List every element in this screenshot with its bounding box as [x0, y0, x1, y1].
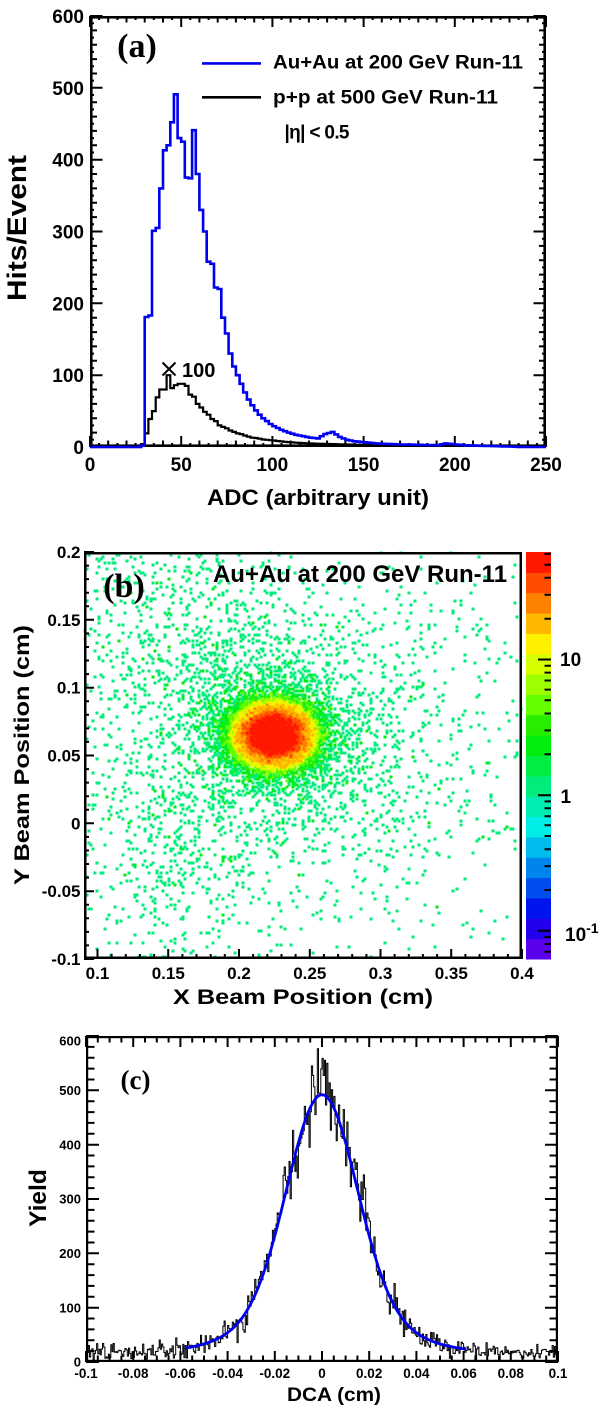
svg-text:Y Beam Position (cm): Y Beam Position (cm)	[10, 625, 34, 885]
svg-text:200: 200	[59, 1246, 81, 1261]
svg-text:0.02: 0.02	[356, 1366, 382, 1381]
svg-text:-0.06: -0.06	[165, 1366, 196, 1381]
svg-text:-0.05: -0.05	[42, 882, 81, 901]
svg-text:-0.02: -0.02	[259, 1366, 290, 1381]
svg-text:0: 0	[85, 455, 96, 476]
svg-text:1: 1	[561, 787, 572, 808]
svg-text:600: 600	[59, 1034, 81, 1049]
svg-text:DCA (cm): DCA (cm)	[287, 1384, 381, 1406]
svg-text:0.25: 0.25	[293, 964, 326, 983]
svg-text:|η| < 0.5: |η| < 0.5	[285, 123, 350, 144]
svg-text:-0.1: -0.1	[74, 1366, 98, 1381]
svg-text:0: 0	[73, 438, 84, 459]
svg-text:p+p at 500 GeV Run-11: p+p at 500 GeV Run-11	[273, 88, 498, 109]
svg-text:0.35: 0.35	[435, 964, 468, 983]
svg-text:400: 400	[52, 151, 84, 172]
svg-text:(a): (a)	[117, 28, 157, 65]
svg-text:0.1: 0.1	[549, 1366, 568, 1381]
svg-text:0.08: 0.08	[498, 1366, 525, 1381]
svg-text:0: 0	[318, 1366, 326, 1381]
svg-text:0.4: 0.4	[510, 964, 534, 983]
svg-text:600: 600	[52, 7, 84, 28]
svg-text:50: 50	[171, 455, 192, 476]
svg-text:0.2: 0.2	[227, 964, 251, 983]
svg-text:200: 200	[52, 294, 84, 315]
svg-text:100: 100	[182, 360, 215, 382]
svg-text:(b): (b)	[103, 568, 145, 605]
svg-text:Hits/Event: Hits/Event	[2, 155, 32, 301]
svg-text:400: 400	[59, 1137, 81, 1152]
svg-text:Au+Au at 200 GeV Run-11: Au+Au at 200 GeV Run-11	[273, 53, 523, 74]
svg-text:0.2: 0.2	[57, 543, 81, 562]
svg-text:(c): (c)	[121, 1065, 151, 1095]
svg-text:0.15: 0.15	[152, 964, 185, 983]
svg-text:500: 500	[59, 1083, 81, 1098]
svg-text:150: 150	[348, 455, 380, 476]
svg-text:-0.08: -0.08	[118, 1366, 149, 1381]
svg-text:0: 0	[74, 1355, 81, 1370]
svg-text:300: 300	[59, 1192, 81, 1207]
svg-text:100: 100	[257, 455, 289, 476]
svg-text:ADC (arbitrary unit): ADC (arbitrary unit)	[207, 485, 429, 510]
svg-text:250: 250	[530, 455, 562, 476]
svg-text:500: 500	[52, 79, 84, 100]
svg-text:200: 200	[439, 455, 471, 476]
svg-text:Au+Au at 200 GeV Run-11: Au+Au at 200 GeV Run-11	[213, 561, 507, 588]
svg-text:0.05: 0.05	[47, 747, 80, 766]
svg-text:0.3: 0.3	[369, 964, 393, 983]
svg-text:0.06: 0.06	[450, 1366, 477, 1381]
svg-text:0.15: 0.15	[47, 611, 80, 630]
svg-text:X Beam Position (cm): X Beam Position (cm)	[173, 985, 433, 1009]
svg-text:0.1: 0.1	[86, 964, 110, 983]
svg-text:0.1: 0.1	[57, 679, 81, 698]
svg-text:-0.04: -0.04	[212, 1366, 243, 1381]
svg-text:0: 0	[71, 814, 80, 833]
svg-text:-0.1: -0.1	[51, 950, 80, 969]
svg-text:100: 100	[52, 366, 84, 387]
svg-text:300: 300	[52, 223, 84, 244]
svg-text:100: 100	[59, 1300, 81, 1315]
svg-text:10: 10	[560, 650, 581, 671]
svg-text:Yield: Yield	[25, 1169, 52, 1227]
svg-text:0.04: 0.04	[403, 1366, 430, 1381]
